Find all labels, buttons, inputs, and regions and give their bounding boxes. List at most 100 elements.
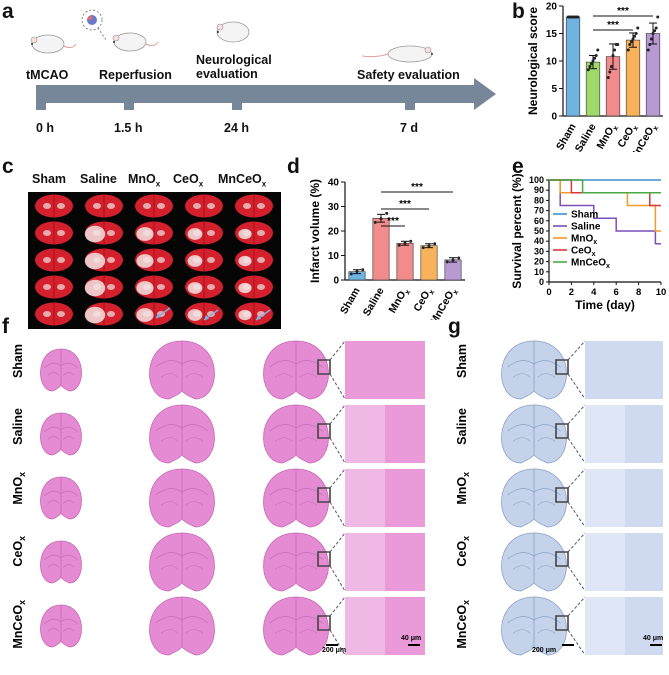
white-matter <box>43 257 51 263</box>
zoom-guide <box>567 437 586 464</box>
lesion-zone <box>585 597 625 655</box>
mouse-icon <box>361 45 433 63</box>
panel-letter-d: d <box>287 155 300 178</box>
scale-label: 40 μm <box>401 635 421 642</box>
legend-label: MnCeOx <box>571 258 610 271</box>
row-label: CeOx <box>455 536 471 567</box>
data-point <box>628 43 632 46</box>
hippocampus <box>299 373 318 378</box>
white-matter <box>257 230 265 236</box>
bar <box>565 16 581 117</box>
white-matter <box>43 284 51 290</box>
data-point <box>631 37 635 41</box>
data-point <box>629 40 633 44</box>
hippocampus <box>185 629 204 634</box>
y-axis-label: Neurological score <box>526 7 540 115</box>
infarct-area <box>84 225 106 243</box>
significance-marker: *** <box>607 20 619 31</box>
data-point <box>654 26 658 30</box>
zoom-guide <box>329 437 346 464</box>
lesion-arrowhead <box>256 315 261 320</box>
corpus-callosum <box>507 552 561 560</box>
time-label: 0 h <box>36 121 54 135</box>
hippocampus <box>47 372 59 376</box>
infarct-area <box>238 255 252 267</box>
y-tick-label: 0 <box>333 276 339 287</box>
y-tick-label: 40 <box>534 236 544 246</box>
zoom-guide <box>329 596 346 617</box>
data-point <box>397 243 401 247</box>
data-point <box>373 220 377 224</box>
hippocampus <box>512 629 531 634</box>
data-point <box>616 43 620 46</box>
y-tick-label: 20 <box>546 2 558 13</box>
corpus-callosum <box>269 360 323 368</box>
lesion-zone <box>345 597 385 655</box>
legend-label: Sham <box>571 210 598 221</box>
scale-label: 200 μm <box>532 647 556 654</box>
y-tick-label: 30 <box>534 246 544 256</box>
hippocampus <box>185 501 204 506</box>
hippocampus <box>537 565 556 570</box>
y-tick-label: 10 <box>328 251 340 262</box>
infarct-area <box>84 306 106 324</box>
hippocampus <box>47 436 59 440</box>
lesion-zone <box>345 469 385 527</box>
x-tick-label: MnOx <box>594 121 620 152</box>
corpus-callosum <box>155 616 209 624</box>
y-tick-label: 60 <box>534 216 544 226</box>
zoom-image <box>585 341 663 399</box>
white-matter <box>43 230 51 236</box>
time-label: 24 h <box>224 121 249 135</box>
event-label: Safety evaluation <box>357 68 460 82</box>
white-matter <box>193 203 201 209</box>
data-point <box>594 54 598 57</box>
white-matter <box>243 203 251 209</box>
zoom-guide <box>567 565 586 592</box>
y-axis-label: Infarct volume (%) <box>308 179 322 283</box>
mouse-icon <box>30 34 77 54</box>
panel-letter-f: f <box>2 315 9 338</box>
panel-letter-a: a <box>2 0 14 23</box>
white-matter <box>107 230 115 236</box>
data-point <box>609 65 613 68</box>
data-point <box>355 269 359 273</box>
corpus-callosum <box>43 618 79 625</box>
legend-label: Saline <box>571 222 601 233</box>
data-point <box>361 268 365 272</box>
hippocampus <box>185 437 204 442</box>
white-matter <box>207 311 215 317</box>
infarct-area <box>136 254 154 268</box>
data-point <box>608 70 612 74</box>
x-tick-label: 8 <box>636 287 641 298</box>
scale-label: 40 μm <box>643 635 663 642</box>
legend-label: MnOx <box>571 234 597 247</box>
ttc-label-sham: Sham <box>32 172 67 186</box>
lesion-zone <box>585 469 625 527</box>
corpus-callosum <box>43 426 79 433</box>
white-matter <box>257 284 265 290</box>
hippocampus <box>537 629 556 634</box>
white-matter <box>207 230 215 236</box>
hippocampus <box>274 565 293 570</box>
hippocampus <box>299 437 318 442</box>
infarct-area <box>84 279 106 297</box>
x-tick-label: 0 <box>546 287 551 298</box>
hippocampus <box>274 629 293 634</box>
hippocampus <box>537 437 556 442</box>
he-staining-panel: Sham Saline MnOx CeOx MnCeOx 200 μm 40 μm <box>11 340 425 656</box>
hippocampus <box>274 501 293 506</box>
hippocampus <box>299 565 318 570</box>
data-point <box>409 239 413 243</box>
data-point <box>649 37 653 41</box>
data-point <box>653 29 657 33</box>
timeline-panel: tMCAO Reperfusion Neurological evaluation… <box>26 9 496 135</box>
x-tick-label: 6 <box>614 287 619 298</box>
lesion-zone <box>345 533 385 591</box>
lesion-zone <box>585 405 625 463</box>
timeline-arrowhead <box>474 78 496 110</box>
infarct-area <box>238 282 252 294</box>
timeline-tick <box>36 100 46 110</box>
y-tick-label: 20 <box>328 227 340 238</box>
